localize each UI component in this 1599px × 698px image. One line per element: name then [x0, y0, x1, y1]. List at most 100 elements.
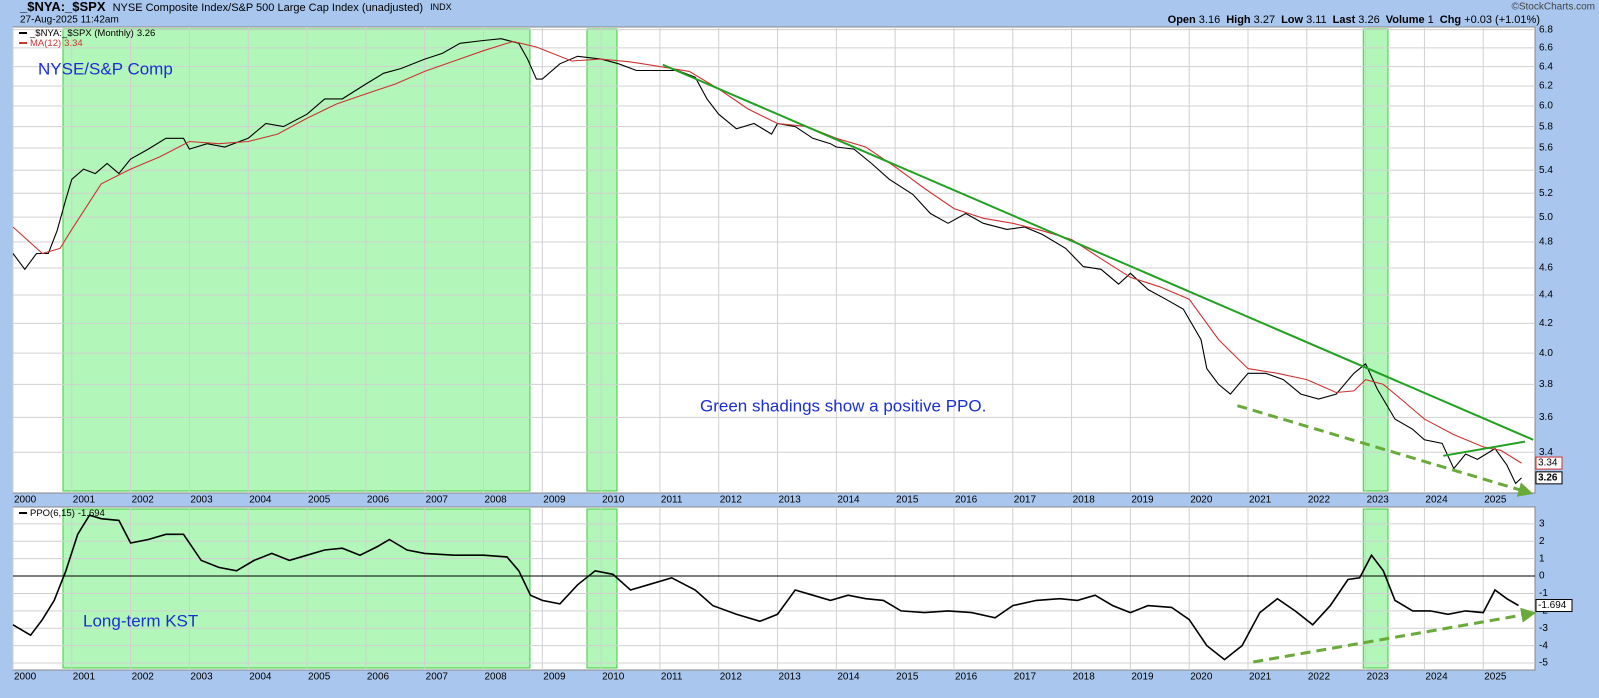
- quote-label: Open: [1168, 14, 1196, 26]
- legend-name: MA(12): [30, 38, 61, 49]
- x-tick-label: 2019: [1131, 495, 1154, 506]
- x-tick-label: 2025: [1484, 495, 1507, 506]
- x-tick-label: 2011: [661, 495, 683, 506]
- x-tick-label: 2002: [132, 672, 155, 683]
- last-value-label: 3.26: [1538, 472, 1558, 483]
- x-tick-label: 2011: [661, 672, 683, 683]
- x-tick-label: 2015: [896, 672, 919, 683]
- y-tick-label: 6.0: [1539, 101, 1553, 112]
- x-tick-label: 2007: [426, 672, 449, 683]
- x-tick-label: 2010: [602, 672, 625, 683]
- y-tick-label: 5.8: [1539, 121, 1553, 132]
- x-tick-label: 2021: [1249, 672, 1272, 683]
- y-tick-label: 5.6: [1539, 143, 1553, 154]
- symbol: _$NYA:_$SPX: [19, 0, 106, 14]
- x-tick-label: 2024: [1425, 495, 1448, 506]
- quote-label: High: [1226, 14, 1251, 26]
- y-tick-label: 5.4: [1539, 165, 1553, 176]
- x-tick-label: 2020: [1190, 495, 1213, 506]
- y-tick-label: 6.8: [1539, 24, 1553, 35]
- x-tick-label: 2006: [367, 672, 390, 683]
- x-tick-label: 2021: [1249, 495, 1272, 506]
- header-line: _$NYA:_$SPX NYSE Composite Index/S&P 500…: [19, 0, 452, 14]
- y-tick-label: 4.4: [1539, 290, 1553, 301]
- x-tick-label: 2003: [190, 672, 213, 683]
- ppo-shading: [1362, 28, 1389, 492]
- quote-label: Last: [1333, 14, 1356, 26]
- quote-value: +0.03 (+1.01%): [1464, 14, 1540, 26]
- y-tick-label: 6.4: [1539, 61, 1553, 72]
- trendline: [1236, 404, 1534, 497]
- y-tick-label: 4.8: [1539, 237, 1553, 248]
- x-tick-label: 2014: [837, 672, 860, 683]
- x-tick-label: 2004: [249, 672, 272, 683]
- legend-entry: PPO(6,15) -1.694: [30, 508, 105, 519]
- date: 27-Aug-2025 11:42am: [20, 15, 119, 26]
- quote-value: 3.16: [1199, 14, 1220, 26]
- description: NYSE Composite Index/S&P 500 Large Cap I…: [113, 2, 423, 14]
- y-tick-label: 1: [1539, 553, 1545, 564]
- x-tick-label: 2014: [837, 495, 860, 506]
- x-tick-label: 2016: [955, 495, 978, 506]
- legend-name: _$NYA:_$SPX (Monthly): [29, 28, 134, 39]
- x-tick-label: 2010: [602, 495, 625, 506]
- y-tick-label: 0: [1539, 571, 1545, 582]
- y-tick-label: 6.6: [1539, 43, 1553, 54]
- series-line: [12, 40, 1522, 464]
- y-tick-label: 3.6: [1539, 412, 1553, 423]
- quote-label: Low: [1281, 14, 1303, 26]
- y-tick-label: -1: [1539, 588, 1548, 599]
- y-tick-label: 3.4: [1539, 447, 1553, 458]
- y-tick-label: -4: [1539, 640, 1548, 651]
- y-tick-label: 2: [1539, 536, 1545, 547]
- ppo-shading: [62, 508, 531, 669]
- x-tick-label: 2016: [955, 672, 978, 683]
- x-tick-label: 2004: [249, 495, 272, 506]
- y-tick-label: 3: [1539, 519, 1545, 530]
- y-tick-label: 4.6: [1539, 263, 1553, 274]
- y-tick-label: 4.0: [1539, 348, 1553, 359]
- x-tick-label: 2022: [1308, 672, 1331, 683]
- x-tick-label: 2019: [1131, 672, 1154, 683]
- legend-value: -1.694: [78, 508, 105, 519]
- x-tick-label: 2007: [426, 495, 449, 506]
- series-line: [12, 514, 1519, 661]
- annotation: Long-term KST: [83, 611, 198, 630]
- legend-entry: MA(12) 3.34: [30, 38, 83, 49]
- x-tick-label: 2005: [308, 495, 331, 506]
- x-tick-label: 2013: [779, 495, 802, 506]
- quote-value: 3.11: [1306, 14, 1327, 26]
- ppo-shading: [62, 28, 531, 492]
- x-tick-label: 2018: [1073, 495, 1096, 506]
- watermark: ©StockCharts.com: [1511, 2, 1595, 13]
- x-tick-label: 2018: [1073, 672, 1096, 683]
- x-tick-label: 2013: [779, 672, 802, 683]
- legend-value: 3.26: [137, 28, 156, 39]
- x-tick-label: 2003: [190, 495, 213, 506]
- trendline: [662, 63, 1534, 441]
- x-tick-label: 2012: [720, 495, 743, 506]
- last-value-tag: [1535, 471, 1563, 485]
- y-tick-label: -3: [1539, 623, 1548, 634]
- quote-label: Chg: [1440, 14, 1461, 26]
- x-tick-label: 2001: [73, 672, 96, 683]
- x-tick-label: 2001: [73, 495, 96, 506]
- last-value-label: 3.34: [1538, 458, 1558, 469]
- quote-value: 3.27: [1254, 14, 1275, 26]
- ppo-shading: [586, 28, 618, 492]
- x-tick-label: 2006: [367, 495, 390, 506]
- y-tick-label: 5.0: [1539, 212, 1553, 223]
- y-tick-label: 4.2: [1539, 318, 1553, 329]
- x-tick-label: 2020: [1190, 672, 1213, 683]
- ppo-shading: [586, 508, 618, 669]
- y-tick-label: 3.8: [1539, 379, 1553, 390]
- x-tick-label: 2023: [1367, 495, 1390, 506]
- y-tick-label: 6.2: [1539, 81, 1553, 92]
- quote-label: Volume: [1386, 14, 1425, 26]
- last-value-label: -1.694: [1538, 600, 1567, 611]
- exchange: INDX: [430, 2, 452, 12]
- y-tick-label: -5: [1539, 658, 1548, 669]
- x-tick-label: 2017: [1014, 495, 1037, 506]
- quote-value: 1: [1428, 14, 1434, 26]
